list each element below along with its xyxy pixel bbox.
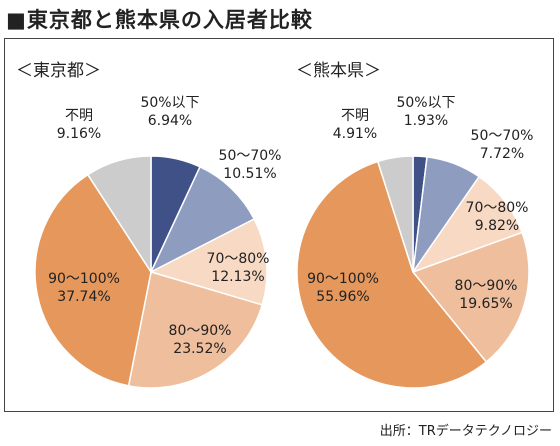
kumamoto-label-50-70: 50～70% 7.72% bbox=[471, 128, 534, 162]
kumamoto-label-70-80: 70～80% 9.82% bbox=[466, 200, 529, 234]
chart-title: ■東京都と熊本県の入居者比較 bbox=[6, 8, 313, 32]
source-note: 出所：TRデータテクノロジー bbox=[379, 424, 552, 439]
tokyo-slice-70-80 bbox=[148, 218, 268, 306]
tokyo-slice-80-90 bbox=[127, 271, 264, 389]
tokyo-slice-unknown bbox=[86, 155, 152, 275]
kumamoto-pie-title: ＜熊本県＞ bbox=[296, 61, 381, 81]
tokyo-slice-50-70 bbox=[149, 165, 256, 274]
tokyo-label-70-80: 70～80% 12.13% bbox=[207, 251, 270, 285]
kumamoto-label-80-90: 80～90% 19.65% bbox=[455, 278, 518, 312]
tokyo-label-50-70: 50～70% 10.51% bbox=[219, 148, 282, 182]
kumamoto-label-50-pct-or-less: 50%以下 1.93% bbox=[396, 95, 455, 129]
kumamoto-slice-unknown bbox=[376, 155, 414, 273]
tokyo-pie-title: ＜東京都＞ bbox=[16, 61, 101, 81]
kumamoto-slice-80-90 bbox=[411, 231, 530, 364]
tokyo-label-50-pct-or-less: 50%以下 6.94% bbox=[140, 95, 199, 129]
kumamoto-label-unknown: 不明 4.91% bbox=[333, 108, 377, 142]
tokyo-label-80-90: 80～90% 23.52% bbox=[169, 323, 232, 357]
kumamoto-label-90-100: 90～100% 55.96% bbox=[307, 271, 379, 305]
chart-frame bbox=[4, 38, 554, 412]
tokyo-label-90-100: 90～100% 37.74% bbox=[48, 271, 120, 305]
tokyo-label-unknown: 不明 9.16% bbox=[57, 108, 101, 142]
kumamoto-slice-90-100 bbox=[296, 160, 488, 389]
